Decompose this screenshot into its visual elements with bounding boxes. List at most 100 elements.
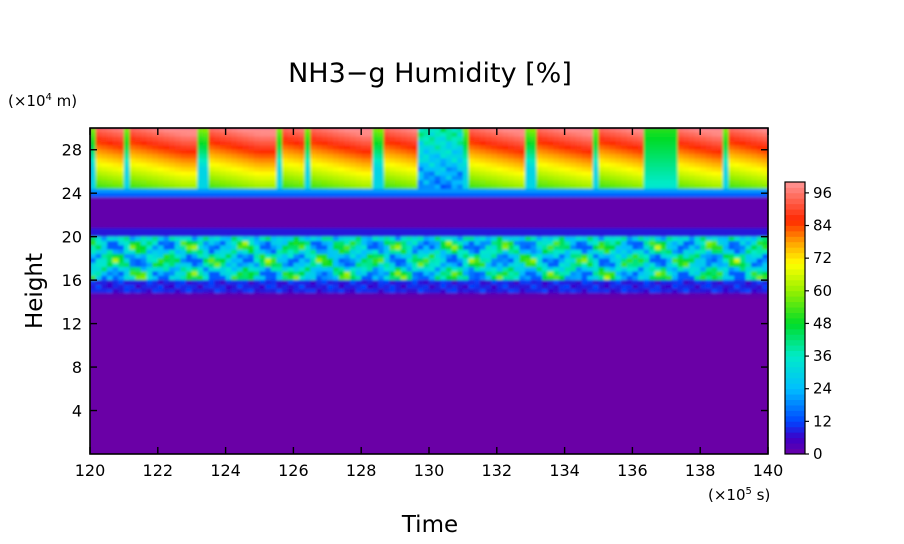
heatmap-cell: [265, 158, 272, 164]
heatmap-cell: [372, 249, 379, 255]
heatmap-cell: [236, 293, 244, 299]
heatmap-cell: [564, 219, 571, 225]
heatmap-cell: [242, 267, 249, 273]
heatmap-cell: [106, 262, 114, 268]
heatmap-cell: [282, 267, 289, 273]
heatmap-cell: [395, 158, 402, 164]
heatmap-cell: [683, 227, 690, 234]
heatmap-cell: [327, 128, 334, 134]
heatmap-cell: [361, 254, 368, 260]
heatmap-cell: [253, 210, 261, 216]
heatmap-cell: [479, 275, 487, 281]
heatmap-cell: [462, 284, 470, 290]
heatmap-cell: [169, 262, 176, 268]
heatmap-cell: [717, 275, 724, 281]
heatmap-cell: [208, 254, 215, 260]
heatmap-cell: [219, 162, 227, 168]
heatmap-cell: [395, 254, 402, 260]
heatmap-cell: [717, 132, 724, 138]
heatmap-cell: [519, 180, 526, 186]
heatmap-cell: [734, 258, 741, 264]
heatmap-cell: [728, 210, 735, 216]
heatmap-cell: [366, 132, 374, 138]
heatmap-cell: [445, 128, 453, 134]
heatmap-cell: [609, 188, 617, 194]
heatmap-cell: [609, 171, 617, 177]
heatmap-cell: [592, 149, 600, 155]
heatmap-cell: [615, 210, 622, 216]
heatmap-cell: [95, 254, 102, 260]
heatmap-cell: [180, 171, 187, 177]
heatmap-cell: [327, 236, 334, 242]
heatmap-cell: [361, 214, 368, 220]
heatmap-cell: [282, 293, 289, 299]
heatmap-cell: [321, 223, 328, 229]
heatmap-cell: [739, 236, 747, 242]
heatmap-cell: [502, 201, 509, 207]
heatmap-cell: [101, 258, 108, 264]
heatmap-cell: [485, 284, 492, 290]
heatmap-cell: [632, 149, 639, 155]
heatmap-cell: [174, 267, 182, 273]
heatmap-cell: [632, 188, 639, 194]
heatmap-cell: [293, 249, 300, 255]
heatmap-cell: [231, 136, 238, 142]
heatmap-cell: [327, 293, 334, 299]
heatmap-cell: [282, 193, 289, 199]
heatmap-cell: [677, 175, 684, 181]
heatmap-cell: [451, 158, 458, 164]
heatmap-cell: [180, 149, 187, 155]
heatmap-cell: [180, 258, 187, 264]
heatmap-cell: [643, 271, 651, 277]
heatmap-cell: [632, 128, 639, 134]
heatmap-cell: [666, 254, 673, 260]
heatmap-cell: [508, 193, 515, 199]
heatmap-cell: [638, 214, 645, 220]
heatmap-cell: [655, 232, 662, 238]
heatmap-cell: [592, 293, 600, 299]
heatmap-cell: [174, 280, 182, 286]
heatmap-cell: [146, 158, 153, 164]
heatmap-cell: [248, 258, 255, 264]
heatmap-cell: [304, 180, 312, 186]
heatmap-cell: [366, 180, 374, 186]
heatmap-cell: [287, 284, 295, 290]
heatmap-cell: [496, 275, 504, 281]
heatmap-cell: [327, 258, 334, 264]
colorbar-swatch: [785, 388, 805, 395]
heatmap-cell: [609, 180, 617, 186]
heatmap-cell: [649, 162, 656, 168]
heatmap-cell: [423, 293, 430, 299]
heatmap-cell: [293, 136, 300, 142]
heatmap-cell: [101, 284, 108, 290]
heatmap-cell: [649, 271, 656, 277]
heatmap-cell: [694, 236, 701, 242]
heatmap-cell: [739, 128, 747, 134]
heatmap-cell: [135, 184, 142, 190]
heatmap-cell: [575, 267, 583, 273]
heatmap-cell: [327, 184, 334, 190]
heatmap-cell: [90, 267, 97, 273]
heatmap-cell: [90, 154, 97, 160]
heatmap-cell: [660, 245, 667, 251]
heatmap-cell: [101, 271, 108, 277]
heatmap-cell: [558, 293, 566, 299]
heatmap-cell: [496, 197, 504, 203]
heatmap-cell: [445, 262, 453, 268]
heatmap-cell: [112, 271, 119, 277]
heatmap-cell: [688, 158, 696, 164]
heatmap-cell: [581, 245, 588, 251]
heatmap-cell: [649, 214, 656, 220]
heatmap-cell: [688, 271, 696, 277]
colorbar-swatch: [785, 290, 805, 297]
heatmap-cell: [378, 293, 385, 299]
heatmap-cell: [468, 284, 475, 290]
heatmap-cell: [575, 132, 583, 138]
heatmap-cell: [638, 132, 645, 138]
heatmap-cell: [587, 258, 594, 264]
heatmap-cell: [643, 167, 651, 173]
heatmap-cell: [253, 227, 261, 234]
colorbar-tick-label: 0: [813, 445, 823, 463]
heatmap-cell: [197, 275, 204, 281]
heatmap-cell: [242, 288, 249, 294]
